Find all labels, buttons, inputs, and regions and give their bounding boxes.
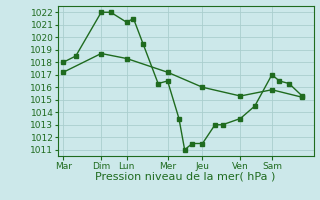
X-axis label: Pression niveau de la mer( hPa ): Pression niveau de la mer( hPa ) [95, 172, 276, 182]
